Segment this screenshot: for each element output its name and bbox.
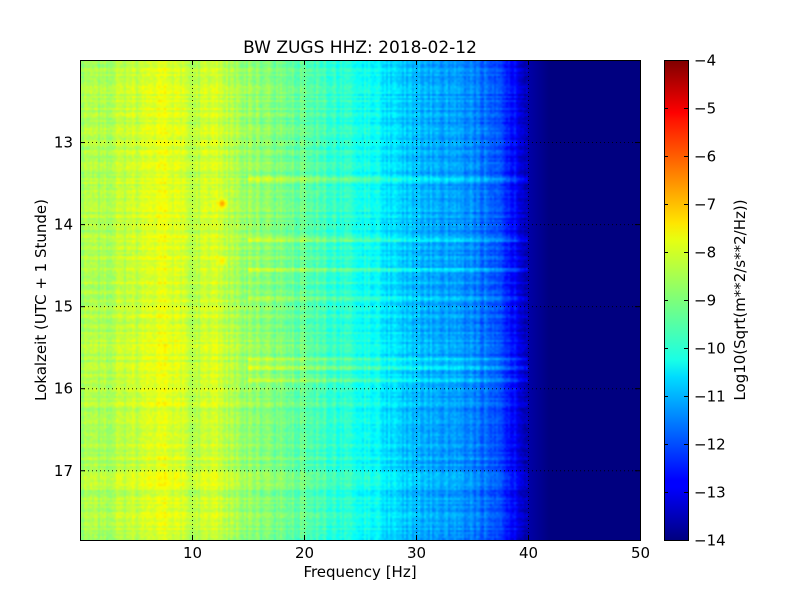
colorbar-tick-label: −5 xyxy=(694,100,716,118)
colorbar-tick-label: −9 xyxy=(694,292,716,310)
spectrogram-heatmap xyxy=(80,60,640,540)
colorbar-tick-label: −14 xyxy=(694,532,726,550)
x-tick-label: 40 xyxy=(519,544,538,562)
colorbar-ticks: −4 −5 −6 −7 −8 −9 −10 −11 −12 −13 −14 xyxy=(664,52,726,550)
x-tick-label: 10 xyxy=(183,544,202,562)
plot-area: 10 20 30 40 50 13 14 15 16 17 xyxy=(54,60,650,562)
y-tick-label: 17 xyxy=(54,462,73,480)
x-tick-label: 20 xyxy=(295,544,314,562)
colorbar-tick-label: −8 xyxy=(694,244,716,262)
y-tick-label: 13 xyxy=(54,134,73,152)
colorbar-tick-label: −6 xyxy=(694,148,716,166)
x-axis-label: Frequency [Hz] xyxy=(303,563,416,581)
y-tick-label: 14 xyxy=(54,216,73,234)
colorbar-tick-label: −4 xyxy=(694,52,716,70)
colorbar-tick-label: −7 xyxy=(694,196,716,214)
colorbar-tick-label: −12 xyxy=(694,436,726,454)
x-tick-label: 30 xyxy=(407,544,426,562)
grid xyxy=(80,60,640,540)
colorbar-tick-label: −11 xyxy=(694,388,726,406)
y-axis-label: Lokalzeit (UTC + 1 Stunde) xyxy=(32,199,50,401)
y-axis-ticks: 13 14 15 16 17 xyxy=(54,134,640,480)
colorbar-tick-label: −10 xyxy=(694,340,726,358)
colorbar-label: Log10(Sqrt(m**2/s**2/Hz)) xyxy=(731,199,749,400)
y-tick-label: 16 xyxy=(54,380,73,398)
y-tick-label: 15 xyxy=(54,298,73,316)
chart-title: BW ZUGS HHZ: 2018-02-12 xyxy=(243,38,477,58)
colorbar: −4 −5 −6 −7 −8 −9 −10 −11 −12 −13 −14 Log10(Sqrt(m… xyxy=(664,52,749,550)
plot-frame xyxy=(80,60,641,541)
colorbar-tick-label: −13 xyxy=(694,484,726,502)
x-axis-ticks: 10 20 30 40 50 xyxy=(183,60,650,562)
x-tick-label: 50 xyxy=(631,544,650,562)
